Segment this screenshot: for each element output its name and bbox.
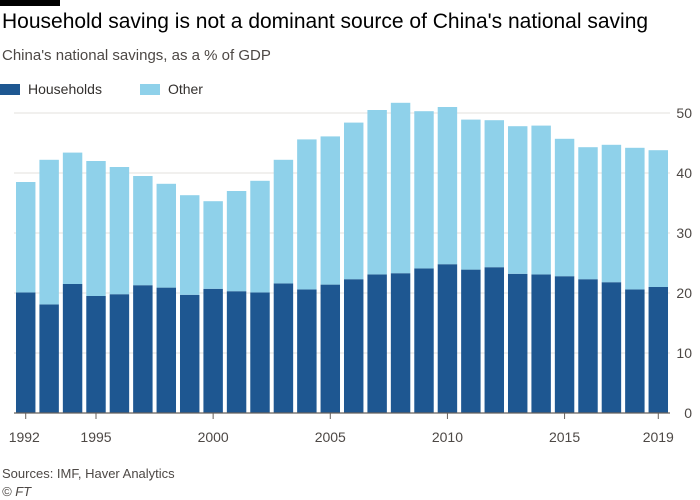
y-tick-label-20: 20 — [676, 285, 692, 301]
bar-other-2009 — [414, 111, 434, 269]
chart-legend: Households Other — [0, 80, 241, 98]
legend-item-households: Households — [0, 81, 102, 97]
bar-other-2008 — [390, 102, 411, 274]
bar-other-2004 — [297, 139, 317, 290]
bar-other-2000 — [203, 201, 223, 289]
chart-title: Household saving is not a dominant sourc… — [2, 10, 649, 33]
ft-brand-bar — [0, 0, 60, 6]
legend-swatch-other — [139, 83, 160, 95]
bar-households-1993 — [39, 304, 59, 413]
x-tick-label-2019: 2019 — [643, 429, 674, 445]
stacked-bar-chart: 0 10 20 30 40 50 1992 1995 2000 2005 2010 2015 2019 — [9, 102, 692, 445]
bar-other-2007 — [367, 110, 387, 275]
legend-label-households: Households — [28, 81, 102, 97]
bar-households-2007 — [367, 274, 387, 413]
bar-households-2010 — [437, 264, 458, 413]
bar-households-1997 — [133, 285, 153, 413]
bar-households-2018 — [625, 289, 645, 413]
x-tick-label-2000: 2000 — [198, 429, 229, 445]
bar-other-1993 — [39, 159, 59, 305]
bar-other-2001 — [226, 191, 247, 292]
bar-other-1994 — [62, 152, 83, 284]
bar-households-2012 — [484, 267, 505, 413]
bar-households-2006 — [343, 279, 364, 413]
bar-households-2009 — [414, 268, 434, 413]
bar-households-2011 — [461, 269, 481, 413]
legend-item-other: Other — [139, 81, 203, 97]
copyright-note: © FT — [2, 484, 32, 499]
x-tick-label-1992: 1992 — [9, 429, 40, 445]
legend-label-other: Other — [167, 81, 203, 97]
bar-households-2000 — [203, 288, 223, 413]
bar-other-2015 — [554, 138, 575, 277]
legend-swatch-households — [0, 83, 20, 95]
bar-other-2003 — [273, 159, 294, 284]
bar-households-2017 — [601, 282, 622, 413]
bar-other-2013 — [507, 126, 528, 274]
bar-other-1995 — [86, 161, 106, 296]
bar-other-2014 — [531, 125, 551, 275]
bar-households-2015 — [554, 276, 575, 413]
y-tick-label-40: 40 — [676, 165, 692, 181]
bar-other-2005 — [320, 136, 341, 285]
bar-other-2018 — [625, 147, 645, 290]
source-note: Sources: IMF, Haver Analytics — [2, 466, 175, 481]
chart-subtitle: China's national savings, as a % of GDP — [2, 47, 271, 64]
bar-households-2014 — [531, 274, 551, 413]
bar-other-1998 — [156, 183, 177, 288]
bar-households-2001 — [226, 291, 247, 413]
bar-other-1992 — [15, 182, 36, 293]
bar-households-2002 — [250, 292, 270, 413]
y-tick-label-10: 10 — [676, 345, 692, 361]
bar-households-2019 — [648, 287, 669, 413]
bar-households-2016 — [578, 279, 598, 413]
y-tick-label-50: 50 — [676, 105, 692, 121]
bar-households-2013 — [507, 273, 528, 413]
bar-other-2002 — [250, 180, 270, 293]
x-tick-label-2010: 2010 — [432, 429, 463, 445]
bar-other-2006 — [343, 122, 364, 280]
bar-other-2011 — [461, 119, 481, 270]
bar-other-1997 — [133, 176, 153, 286]
bar-other-2016 — [578, 147, 598, 280]
bar-households-1996 — [109, 294, 130, 413]
bar-households-2005 — [320, 284, 341, 413]
x-tick-label-2015: 2015 — [549, 429, 580, 445]
bar-households-2003 — [273, 283, 294, 413]
x-tick-label-1995: 1995 — [80, 429, 111, 445]
x-tick-label-2005: 2005 — [315, 429, 346, 445]
bar-other-1996 — [109, 167, 130, 295]
bar-other-1999 — [179, 195, 200, 295]
bar-households-1999 — [179, 294, 200, 413]
bar-households-1995 — [86, 296, 106, 413]
bar-other-2010 — [437, 107, 458, 265]
bar-households-1998 — [156, 287, 177, 413]
y-tick-label-30: 30 — [676, 225, 692, 241]
y-tick-label-0: 0 — [684, 405, 692, 421]
bar-households-1994 — [62, 284, 83, 413]
bar-households-2004 — [297, 289, 317, 413]
bar-other-2012 — [484, 120, 505, 268]
bar-other-2019 — [648, 150, 669, 287]
bar-other-2017 — [601, 144, 622, 283]
bar-households-2008 — [390, 273, 411, 413]
bar-households-1992 — [15, 292, 36, 413]
